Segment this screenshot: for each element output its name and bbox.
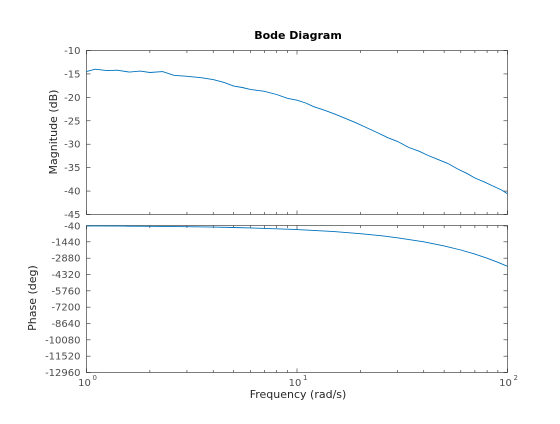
- phase-ytick-label: -2880: [51, 254, 80, 265]
- phase-plot-frame: [86, 225, 508, 373]
- phase-ytick-label: -40: [64, 221, 80, 232]
- phase-ytick-label: -12960: [45, 368, 80, 379]
- magnitude-ytick-label: -40: [64, 187, 80, 198]
- magnitude-axes: -10 -15 -20 -25 -30 -35 -40 -45 Magnitude (dB): [47, 46, 508, 221]
- magnitude-ytick-label: -30: [64, 140, 80, 151]
- magnitude-plot-frame: [86, 50, 508, 215]
- phase-series-line: [86, 225, 508, 267]
- magnitude-ytick-label: -10: [64, 46, 80, 57]
- phase-ytick-label: -5760: [51, 286, 80, 297]
- x-tick-exponent: 0: [93, 374, 97, 382]
- x-axis-ticks: 10 0 10 1 10 2: [78, 374, 518, 389]
- phase-ytick-label: -10080: [45, 335, 80, 346]
- magnitude-ylabel: Magnitude (dB): [47, 90, 60, 175]
- magnitude-ytick-label: -20: [64, 93, 80, 104]
- phase-ytick-label: -11520: [45, 352, 80, 363]
- x-tick-exponent: 1: [303, 374, 307, 382]
- x-tick-label: 10: [78, 378, 91, 389]
- magnitude-ytick-label: -45: [64, 210, 80, 221]
- magnitude-ytick-label: -25: [64, 116, 80, 127]
- magnitude-ytick-label: -35: [64, 163, 80, 174]
- phase-axes: -40 -1440 -2880 -4320 -5760 -7200 -8640 -10080 -…: [26, 221, 508, 379]
- phase-ytick-label: -1440: [51, 237, 80, 248]
- phase-ytick-label: -4320: [51, 270, 80, 281]
- chart-title: Bode Diagram: [254, 29, 342, 42]
- phase-ylabel: Phase (deg): [26, 265, 39, 331]
- magnitude-series-line: [86, 68, 508, 195]
- x-axis-label: Frequency (rad/s): [250, 388, 347, 401]
- x-tick-exponent: 2: [514, 374, 518, 382]
- magnitude-ytick-label: -15: [64, 69, 80, 80]
- phase-ytick-label: -8640: [51, 319, 80, 330]
- x-tick-label: 10: [289, 378, 302, 389]
- x-tick-label: 10: [499, 378, 512, 389]
- phase-ytick-label: -7200: [51, 303, 80, 314]
